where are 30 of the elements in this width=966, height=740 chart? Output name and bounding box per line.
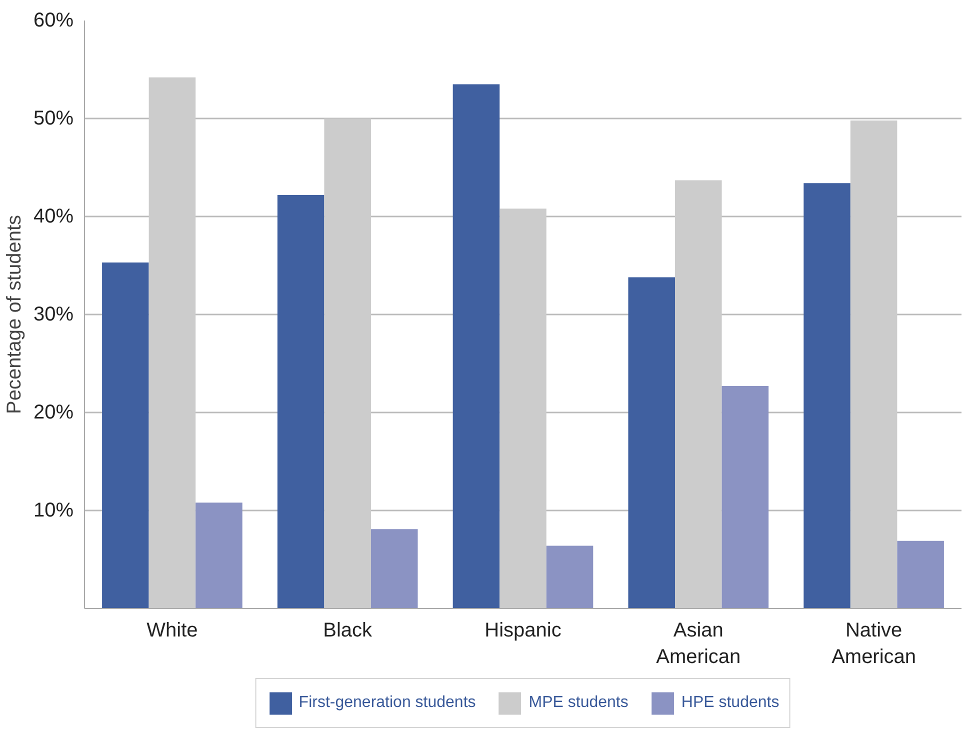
legend-label: MPE students [528, 694, 628, 712]
legend-label: First-generation students [298, 694, 476, 712]
x-tick-label: White [146, 620, 198, 642]
x-tick-label: Asian American [656, 620, 741, 668]
x-tick-label: Hispanic [484, 620, 562, 642]
bar [277, 194, 324, 608]
bar [370, 529, 418, 608]
legend-label: HPE students [681, 694, 780, 712]
bar [452, 84, 500, 608]
y-tick-label: 50% [33, 108, 74, 130]
y-tick-label: 20% [33, 402, 74, 424]
bar [628, 277, 676, 608]
bar [804, 183, 850, 608]
x-tick-label: Black [323, 620, 374, 642]
bar [546, 546, 594, 608]
y-tick-label: 60% [33, 10, 74, 32]
y-tick-label: 30% [33, 304, 74, 326]
bar [500, 208, 546, 608]
y-tick-label: 10% [33, 500, 74, 522]
bar [675, 180, 722, 608]
bar [850, 120, 898, 608]
bar [722, 386, 769, 608]
y-tick-label: 40% [33, 206, 74, 228]
bar [196, 502, 242, 608]
bar [324, 118, 371, 608]
bar [897, 540, 944, 608]
y-axis-title: Pecentage of students [3, 214, 26, 414]
x-tick-label: Native American [832, 620, 916, 668]
bar [148, 77, 196, 608]
bar [102, 262, 149, 608]
